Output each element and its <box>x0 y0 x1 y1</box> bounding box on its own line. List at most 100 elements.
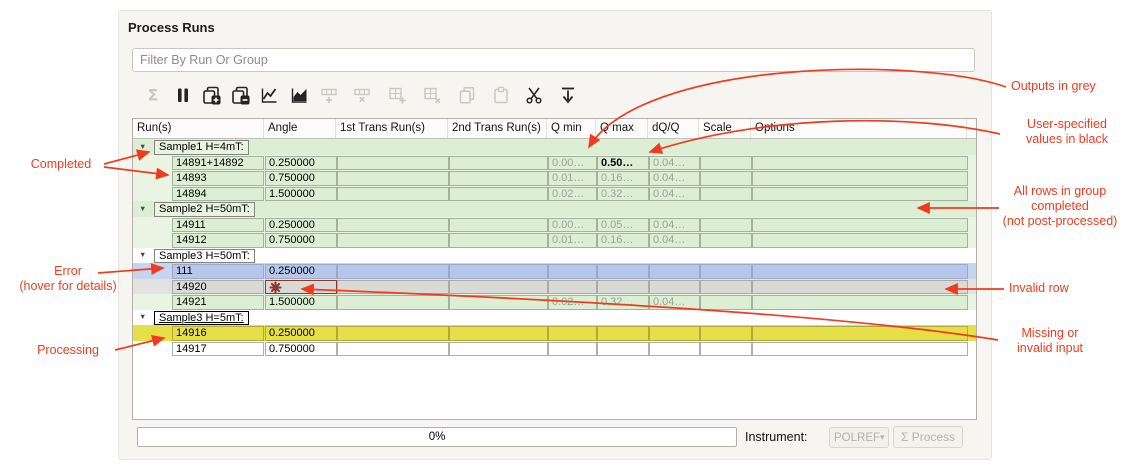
group-label[interactable]: Sample2 H=50mT: <box>154 202 255 217</box>
cell-dq-q[interactable]: 0.04… <box>649 155 700 170</box>
cell-angle[interactable]: 0.750000 <box>265 341 337 356</box>
cell-q-max[interactable] <box>597 326 649 341</box>
insert-group-icon[interactable] <box>199 84 223 106</box>
cell-q-max[interactable] <box>597 279 649 294</box>
cell-dq-q[interactable] <box>649 264 700 279</box>
cell-scale[interactable] <box>700 264 752 279</box>
cell-dq-q[interactable] <box>649 326 700 341</box>
cell-angle[interactable]: 0.250000 <box>265 326 337 341</box>
cell-run-s-[interactable]: 14911 <box>172 217 264 232</box>
cell-q-min[interactable]: 0.01… <box>548 233 597 248</box>
table-row[interactable]: 14894 1.500000 0.02… 0.32… 0.04… <box>133 185 976 201</box>
plot-stitched-icon[interactable] <box>287 84 311 106</box>
cell-angle[interactable]: 0.750000 <box>265 233 337 248</box>
cell-run-s-[interactable]: 14894 <box>172 186 264 201</box>
cell-run-s-[interactable]: 14891+14892 <box>172 155 264 170</box>
cell-run-s-[interactable]: 14920 <box>172 279 264 294</box>
cell-dq-q[interactable] <box>649 341 700 356</box>
expand-triangle-icon[interactable]: ▼ <box>139 312 147 321</box>
cell-2nd-trans-run-s-[interactable] <box>449 264 548 279</box>
process-sigma-icon[interactable]: Σ <box>141 84 165 106</box>
cell-1st-trans-run-s-[interactable] <box>337 341 449 356</box>
cell-1st-trans-run-s-[interactable] <box>337 217 449 232</box>
cell-angle[interactable] <box>265 279 337 294</box>
group-label[interactable]: Sample3 H=5mT: <box>154 310 249 325</box>
cell-options[interactable] <box>752 233 968 248</box>
cell-q-max[interactable]: 0.16… <box>597 171 649 186</box>
column-header-options[interactable]: Options <box>751 119 967 138</box>
paste-icon[interactable] <box>489 84 513 106</box>
runs-table[interactable]: Run(s) Angle 1st Trans Run(s) 2nd Trans Run… <box>132 118 977 420</box>
cell-q-max[interactable]: 0.32… <box>597 295 649 310</box>
cell-1st-trans-run-s-[interactable] <box>337 186 449 201</box>
cell-2nd-trans-run-s-[interactable] <box>449 217 548 232</box>
cell-dq-q[interactable]: 0.04… <box>649 233 700 248</box>
cell-q-min[interactable] <box>548 279 597 294</box>
pause-icon[interactable] <box>171 84 195 106</box>
add-to-table-icon[interactable] <box>385 84 409 106</box>
cell-angle[interactable]: 0.250000 <box>265 155 337 170</box>
cell-1st-trans-run-s-[interactable] <box>337 326 449 341</box>
cell-2nd-trans-run-s-[interactable] <box>449 279 548 294</box>
group-label[interactable]: Sample3 H=50mT: <box>154 248 255 263</box>
table-row[interactable]: 14891+14892 0.250000 0.00… 0.50… 0.04… <box>133 154 976 170</box>
cell-options[interactable] <box>752 295 968 310</box>
instrument-select[interactable]: POLREF ▾ <box>829 427 889 448</box>
plot-runs-icon[interactable] <box>257 84 281 106</box>
cell-2nd-trans-run-s-[interactable] <box>449 326 548 341</box>
insert-row-icon[interactable] <box>317 84 341 106</box>
expand-triangle-icon[interactable]: ▼ <box>139 250 147 259</box>
cell-options[interactable] <box>752 341 968 356</box>
table-row[interactable]: 111 0.250000 <box>133 263 976 279</box>
cell-options[interactable] <box>752 279 968 294</box>
cell-1st-trans-run-s-[interactable] <box>337 155 449 170</box>
column-header-dq-q[interactable]: dQ/Q <box>648 119 699 138</box>
table-row[interactable]: 14912 0.750000 0.01… 0.16… 0.04… <box>133 232 976 248</box>
column-header-scale[interactable]: Scale <box>699 119 751 138</box>
column-header-q-min[interactable]: Q min <box>547 119 596 138</box>
group-row[interactable]: ▼ Sample3 H=50mT: <box>133 248 976 263</box>
cell-dq-q[interactable]: 0.04… <box>649 171 700 186</box>
cell-q-min[interactable] <box>548 326 597 341</box>
table-row[interactable]: 14917 0.750000 <box>133 341 976 356</box>
cell-options[interactable] <box>752 217 968 232</box>
column-header-run-s-[interactable]: Run(s) <box>133 119 264 138</box>
filter-input[interactable] <box>132 48 975 72</box>
cell-q-min[interactable]: 0.02… <box>548 295 597 310</box>
cell-q-max[interactable]: 0.32… <box>597 186 649 201</box>
table-row[interactable]: 14921 1.500000 0.02… 0.32… 0.04… <box>133 294 976 310</box>
cell-q-max[interactable]: 0.05… <box>597 217 649 232</box>
cell-q-min[interactable]: 0.00… <box>548 155 597 170</box>
cell-scale[interactable] <box>700 326 752 341</box>
cell-q-min[interactable]: 0.01… <box>548 171 597 186</box>
cell-scale[interactable] <box>700 341 752 356</box>
cell-run-s-[interactable]: 14912 <box>172 233 264 248</box>
group-row[interactable]: ▼ Sample3 H=5mT: <box>133 310 976 325</box>
table-row[interactable]: 14911 0.250000 0.00… 0.05… 0.04… <box>133 216 976 232</box>
copy-icon[interactable] <box>455 84 479 106</box>
cell-run-s-[interactable]: 111 <box>172 264 264 279</box>
collapse-all-icon[interactable] <box>556 84 580 106</box>
cell-2nd-trans-run-s-[interactable] <box>449 171 548 186</box>
cell-angle[interactable]: 0.250000 <box>265 264 337 279</box>
expand-triangle-icon[interactable]: ▼ <box>139 141 147 151</box>
cell-q-min[interactable]: 0.00… <box>548 217 597 232</box>
table-row[interactable]: 14893 0.750000 0.01… 0.16… 0.04… <box>133 170 976 186</box>
cell-run-s-[interactable]: 14917 <box>172 341 264 356</box>
cell-angle[interactable]: 0.250000 <box>265 217 337 232</box>
cell-q-min[interactable] <box>548 264 597 279</box>
remove-from-table-icon[interactable] <box>420 84 444 106</box>
table-row[interactable]: 14916 0.250000 <box>133 325 976 341</box>
column-header-angle[interactable]: Angle <box>264 119 336 138</box>
cell-2nd-trans-run-s-[interactable] <box>449 155 548 170</box>
cell-q-max[interactable] <box>597 341 649 356</box>
cell-dq-q[interactable]: 0.04… <box>649 217 700 232</box>
cell-options[interactable] <box>752 155 968 170</box>
cell-1st-trans-run-s-[interactable] <box>337 264 449 279</box>
cell-2nd-trans-run-s-[interactable] <box>449 341 548 356</box>
cell-1st-trans-run-s-[interactable] <box>337 295 449 310</box>
cell-q-min[interactable] <box>548 341 597 356</box>
cell-1st-trans-run-s-[interactable] <box>337 279 449 294</box>
cell-run-s-[interactable]: 14921 <box>172 295 264 310</box>
cell-q-max[interactable]: 0.16… <box>597 233 649 248</box>
